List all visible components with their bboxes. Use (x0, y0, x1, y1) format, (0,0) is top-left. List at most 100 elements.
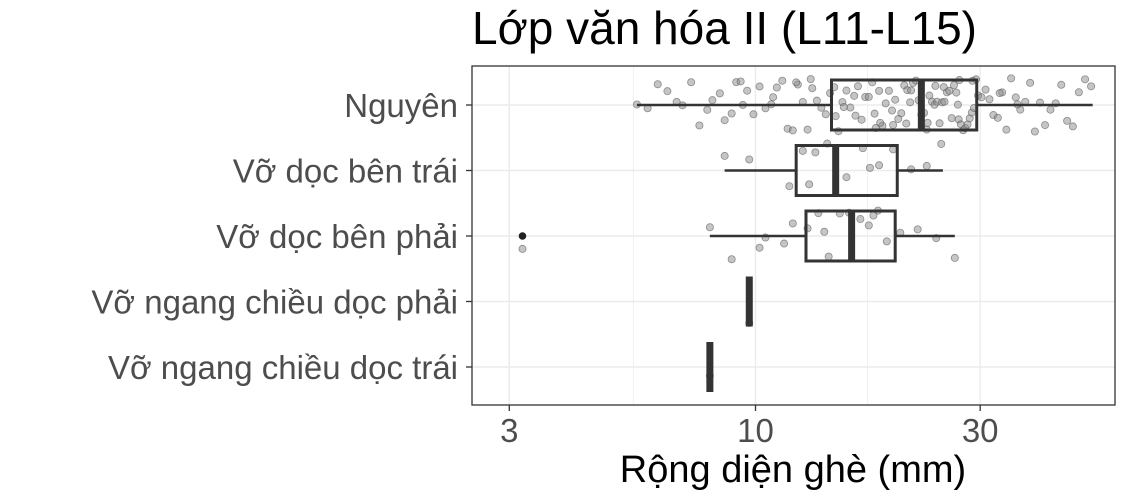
jitter-points-layer (518, 74, 1096, 380)
data-point (953, 100, 962, 109)
data-point (812, 96, 821, 105)
data-point (745, 155, 754, 164)
data-point (1057, 80, 1066, 89)
data-point (881, 99, 890, 108)
y-axis-ticks (466, 104, 472, 368)
data-point (875, 161, 884, 170)
data-point (803, 125, 812, 134)
data-point (888, 106, 897, 115)
data-point (653, 80, 662, 89)
data-point (993, 113, 1002, 122)
data-point (1074, 88, 1083, 97)
data-point (842, 86, 851, 95)
data-point (798, 146, 807, 155)
x-axis-title: Rộng diện ghè (mm) (620, 449, 966, 491)
median-line (745, 276, 753, 327)
data-point (778, 76, 787, 85)
data-point (869, 211, 878, 220)
y-axis-category-labels: Nguyên Vỡ dọc bên trái Vỡ dọc bên phải Vỡ n… (91, 87, 458, 386)
median-line (848, 211, 856, 261)
data-point (851, 111, 860, 120)
data-point (935, 119, 944, 128)
data-point (906, 98, 915, 107)
box-layer (518, 78, 1093, 392)
data-point (736, 77, 745, 86)
data-point (663, 87, 672, 96)
y-category-label: Nguyên (344, 87, 458, 124)
data-point (727, 255, 736, 264)
data-point (720, 116, 729, 125)
data-point (808, 84, 817, 93)
data-point (749, 110, 758, 119)
median-line (917, 80, 925, 130)
data-point (939, 83, 948, 92)
data-point (856, 215, 865, 224)
x-tick-label: 30 (962, 412, 999, 449)
data-point (1087, 82, 1096, 91)
data-point (952, 88, 961, 97)
data-point (977, 93, 986, 102)
data-point (981, 85, 990, 94)
data-point (875, 86, 884, 95)
data-point (882, 237, 891, 246)
data-point (1002, 125, 1011, 134)
data-point (923, 118, 932, 127)
data-point (1007, 74, 1016, 83)
y-category-label: Vỡ ngang chiều dọc phải (91, 284, 458, 321)
data-point (870, 109, 879, 118)
data-point (705, 223, 714, 232)
data-point (703, 105, 712, 114)
y-category-label: Vỡ dọc bên trái (233, 153, 458, 190)
data-point (891, 95, 900, 104)
data-point (518, 244, 527, 253)
data-point (785, 182, 794, 191)
data-point (727, 109, 736, 118)
data-point (853, 82, 862, 91)
data-point (788, 126, 797, 135)
data-point (839, 103, 848, 112)
x-axis-ticks: 3 10 30 (500, 405, 999, 449)
data-point (1081, 75, 1090, 84)
data-point (792, 78, 801, 87)
x-tick-label: 10 (737, 412, 774, 449)
iqr-box (829, 78, 979, 132)
data-point (884, 86, 893, 95)
data-point (913, 225, 922, 234)
data-point (864, 221, 873, 230)
data-point (743, 86, 752, 95)
data-point (1026, 78, 1035, 87)
data-point (876, 118, 885, 127)
data-point (687, 78, 696, 87)
data-point (821, 110, 830, 119)
data-point (720, 151, 729, 160)
data-point (842, 173, 851, 182)
data-point (1041, 121, 1050, 130)
median-line (706, 342, 714, 392)
data-point (931, 81, 940, 90)
data-point (755, 243, 764, 252)
data-point (995, 89, 1004, 98)
data-point (857, 115, 866, 124)
data-point (940, 97, 949, 106)
outlier-point (518, 232, 527, 240)
data-point (708, 96, 717, 105)
data-point (850, 91, 859, 100)
x-tick-label: 3 (500, 412, 518, 449)
data-point (985, 95, 994, 104)
data-point (1068, 122, 1077, 131)
data-point (772, 83, 781, 92)
data-point (922, 161, 931, 170)
data-point (1063, 116, 1072, 125)
data-point (805, 180, 814, 189)
median-line (832, 145, 840, 196)
data-point (897, 109, 906, 118)
data-point (806, 75, 815, 84)
data-point (864, 92, 873, 101)
data-point (788, 219, 797, 228)
data-point (695, 121, 704, 130)
data-point (865, 163, 874, 172)
data-point (1046, 105, 1055, 114)
data-point (780, 239, 789, 248)
data-point (846, 103, 855, 112)
